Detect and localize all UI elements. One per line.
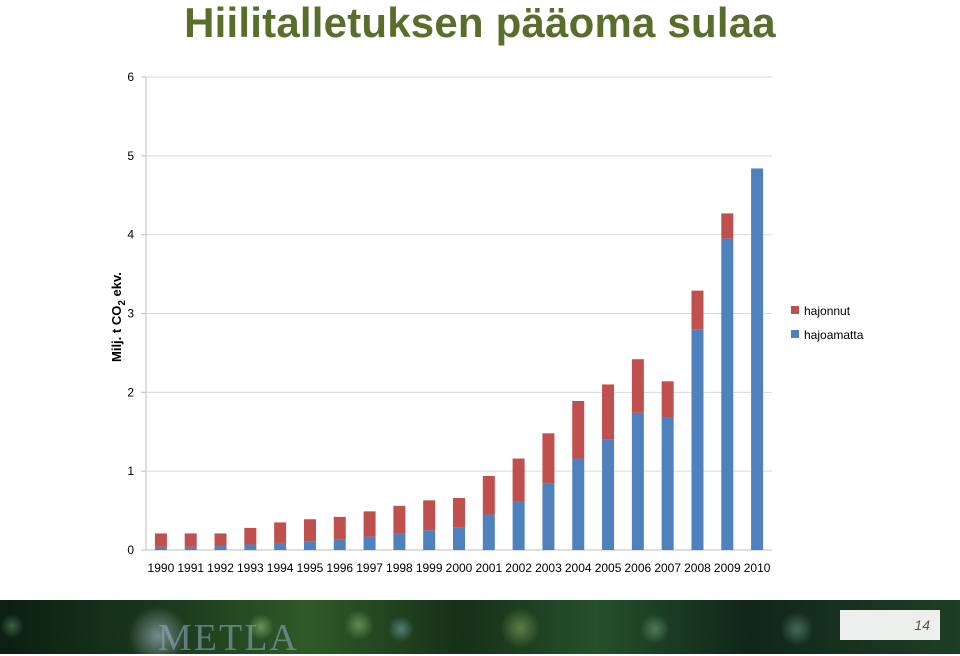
bar-hajonnut-1991 [184, 533, 197, 547]
y-tick-label: 4 [127, 228, 134, 242]
bar-hajoamatta-1990 [154, 546, 167, 550]
bar-hajonnut-1993 [244, 527, 257, 545]
bokeh-light [388, 616, 414, 642]
footer-banner: METLA 14 [0, 600, 960, 654]
bokeh-light [780, 612, 814, 646]
bar-hajonnut-2007 [661, 381, 674, 418]
legend: hajonnut hajoamatta [791, 304, 864, 342]
bar-hajonnut-2004 [572, 401, 585, 459]
bar-hajonnut-2009 [721, 213, 734, 239]
legend-label-hajonnut: hajonnut [804, 304, 851, 318]
legend-label-hajoamatta: hajoamatta [804, 328, 864, 342]
x-tick-label: 2001 [475, 561, 502, 575]
x-tick-label: 1998 [386, 561, 413, 575]
y-axis-label-tail: ekv. [109, 272, 124, 300]
bar-hajoamatta-1999 [423, 530, 436, 550]
x-tick-label: 2004 [565, 561, 592, 575]
x-tick-label: 1997 [356, 561, 383, 575]
x-tick-label: 1995 [297, 561, 324, 575]
x-tick-label: 1991 [177, 561, 204, 575]
bar-hajonnut-1999 [423, 500, 436, 531]
x-tick-label: 2000 [446, 561, 473, 575]
bar-hajonnut-1997 [363, 511, 376, 537]
bar-hajonnut-2008 [691, 290, 704, 330]
bar-hajoamatta-1996 [333, 539, 346, 550]
bar-hajonnut-1996 [333, 516, 346, 540]
bar-hajonnut-2003 [542, 433, 555, 484]
bar-hajoamatta-2003 [542, 483, 555, 550]
bar-hajoamatta-1995 [303, 541, 316, 550]
bar-hajoamatta-1992 [214, 546, 227, 550]
x-tick-label: 1996 [326, 561, 353, 575]
bar-hajonnut-1990 [154, 533, 167, 547]
bar-hajonnut-1994 [274, 522, 287, 543]
bar-hajoamatta-2007 [661, 417, 674, 550]
bar-hajonnut-2005 [602, 384, 615, 440]
bar-hajonnut-2000 [453, 497, 465, 528]
bar-hajonnut-1998 [393, 505, 406, 534]
slide-title: Hiilitalletuksen pääoma sulaa [184, 0, 776, 46]
y-tick-label: 0 [127, 543, 134, 557]
x-tick-label: 2005 [595, 561, 622, 575]
bar-hajoamatta-2004 [572, 458, 585, 550]
bokeh-light [0, 614, 24, 638]
y-axis-label-main: Milj. t CO [109, 306, 124, 362]
x-tick-label: 1990 [148, 561, 175, 575]
bars [154, 168, 764, 551]
page-number: 14 [840, 610, 940, 640]
bokeh-light [128, 606, 188, 654]
legend-swatch-hajonnut [791, 306, 799, 314]
bar-hajoamatta-2005 [602, 439, 615, 550]
x-tick-label: 2010 [744, 561, 771, 575]
y-tick-label: 2 [127, 385, 134, 399]
bar-hajoamatta-2008 [691, 329, 704, 550]
x-tick-label: 1994 [267, 561, 294, 575]
bokeh-light [640, 614, 670, 644]
metla-logo: METLA [158, 617, 299, 654]
bokeh-light [500, 608, 540, 648]
bar-hajonnut-2006 [631, 359, 644, 413]
x-tick-label: 2007 [654, 561, 681, 575]
x-tick-label: 2009 [714, 561, 741, 575]
x-tick-label: 1993 [237, 561, 264, 575]
bar-hajoamatta-1991 [184, 546, 197, 550]
bar-hajoamatta-1998 [393, 533, 406, 550]
bar-hajoamatta-1994 [274, 542, 287, 550]
bar-hajonnut-2002 [512, 458, 525, 502]
y-tick-label: 1 [127, 464, 134, 478]
bar-hajoamatta-2000 [453, 527, 465, 550]
bar-hajoamatta-1997 [363, 536, 376, 550]
y-tick-labels: 0 1 2 3 4 5 6 [127, 70, 134, 557]
gridlines [146, 76, 772, 472]
y-tick-label: 6 [127, 70, 134, 84]
x-tick-label: 2002 [505, 561, 532, 575]
bar-hajonnut-1995 [303, 519, 316, 542]
bar-hajoamatta-1993 [244, 544, 257, 550]
x-tick-label: 2008 [684, 561, 711, 575]
bar-hajoamatta-2002 [512, 501, 525, 550]
x-tick-label: 1999 [416, 561, 443, 575]
legend-swatch-hajoamatta [791, 330, 799, 338]
x-tick-label: 2003 [535, 561, 562, 575]
bar-hajoamatta-2010 [751, 168, 764, 551]
bar-hajoamatta-2001 [482, 514, 495, 550]
y-tick-label: 3 [127, 307, 134, 321]
x-tick-labels: 1990 1991 1992 1993 1994 1995 1996 1997 1998 1999… [148, 561, 771, 575]
bar-hajoamatta-2006 [631, 412, 644, 550]
x-tick-label: 2006 [625, 561, 652, 575]
bar-hajonnut-1992 [214, 533, 227, 547]
bokeh-light [248, 614, 274, 640]
y-axis-label: Milj. t CO2 ekv. [109, 272, 128, 362]
bar-hajonnut-2001 [482, 475, 495, 515]
x-tick-label: 1992 [207, 561, 234, 575]
bokeh-light [344, 610, 374, 640]
bar-hajoamatta-2009 [721, 238, 734, 550]
y-tick-label: 5 [127, 149, 134, 163]
y-axis-label-subscript: 2 [117, 300, 128, 306]
